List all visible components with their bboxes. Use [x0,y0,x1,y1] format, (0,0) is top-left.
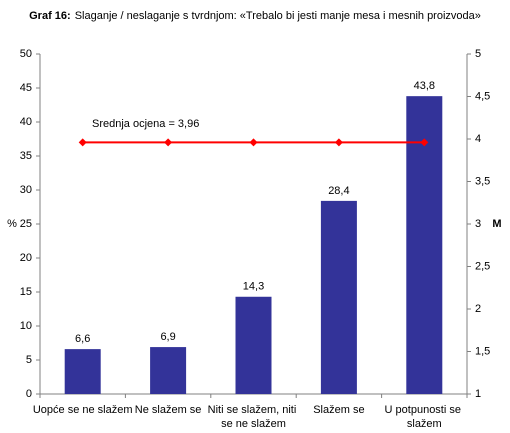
y-tick-label: 10 [20,320,32,332]
y-tick-label: 50 [20,48,32,60]
y2-axis-label: M [492,218,501,230]
y-tick-label: 30 [20,184,32,196]
x-tick-label: Ne slažem se [135,404,202,416]
value-label: 14,3 [243,281,264,293]
bar [235,296,272,394]
y2-tick-label: 1 [475,388,481,400]
annotation: Srednja ocjena = 3,96 [92,118,199,130]
y-tick-label: 0 [26,388,32,400]
mean-marker [420,138,429,147]
mean-marker [164,138,173,147]
y2-tick-label: 3,5 [475,175,490,187]
y-tick-label: 40 [20,116,32,128]
y2-tick-label: 1,5 [475,345,490,357]
y2-tick-label: 3 [475,218,481,230]
bar [64,349,101,394]
y-tick-label: 35 [20,150,32,162]
y2-tick-label: 4,5 [475,90,490,102]
value-label: 43,8 [414,80,435,92]
y2-tick-label: 4 [475,133,481,145]
bar [150,347,187,394]
y2-tick-label: 2,5 [475,260,490,272]
x-tick-label: Uopće se ne slažem [33,404,133,416]
title-prefix: Graf 16: [29,10,71,22]
y2-tick-label: 2 [475,303,481,315]
y-tick-label: 25 [20,218,32,230]
x-tick-label: Slažem se [313,404,364,416]
y-tick-label: 20 [20,252,32,264]
value-label: 6,9 [160,331,175,343]
mean-marker [249,138,258,147]
y-tick-label: 5 [26,354,32,366]
y-axis-label: % [7,218,17,230]
y-tick-label: 45 [20,82,32,94]
x-tick-label: U potpunosti se slažem [385,404,465,430]
mean-marker [78,138,87,147]
value-label: 28,4 [328,185,349,197]
x-tick-label: Niti se slažem, niti se ne slažem [208,404,300,430]
y-tick-label: 15 [20,286,32,298]
chart-title: Graf 16: Slaganje / neslaganje s tvrdnjom… [29,10,481,22]
value-label: 6,6 [75,333,90,345]
bar [320,200,357,394]
mean-marker [334,138,343,147]
y2-tick-label: 5 [475,48,481,60]
title-text: Slaganje / neslaganje s tvrdnjom: «Treba… [75,10,481,22]
